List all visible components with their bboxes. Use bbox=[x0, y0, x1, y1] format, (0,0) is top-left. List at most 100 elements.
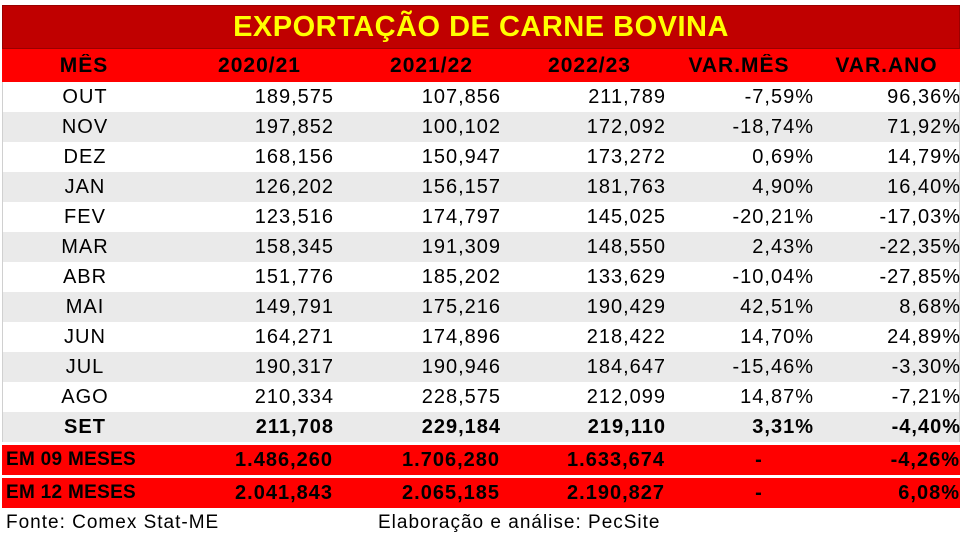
table-row: MAR 158,345 191,309 148,550 2,43% -22,35% bbox=[3, 232, 961, 262]
cell-2020-21: 126,202 bbox=[254, 175, 334, 198]
total-2020-21: 2.041,843 bbox=[235, 481, 333, 504]
cell-2022-23: 190,429 bbox=[586, 295, 666, 318]
cell-var-mes: -18,74% bbox=[732, 115, 814, 138]
cell-month: NOV bbox=[61, 115, 109, 138]
cell-var-ano: -22,35% bbox=[879, 235, 961, 258]
cell-2022-23: 212,099 bbox=[586, 385, 666, 408]
cell-2022-23: 218,422 bbox=[586, 325, 666, 348]
cell-month: JUL bbox=[65, 355, 105, 378]
table-row: NOV 197,852 100,102 172,092 -18,74% 71,92% bbox=[3, 112, 961, 142]
header-month: MÊS bbox=[59, 53, 109, 77]
cell-var-mes: 42,51% bbox=[740, 295, 814, 318]
cell-month: AGO bbox=[61, 385, 109, 408]
cell-2022-23: 219,110 bbox=[587, 415, 666, 438]
header-2020-21: 2020/21 bbox=[218, 53, 301, 77]
total-var-mes: - bbox=[755, 481, 763, 504]
cell-month: MAR bbox=[61, 235, 109, 258]
header-2021-22: 2021/22 bbox=[390, 53, 473, 77]
total-var-ano: 6,08% bbox=[898, 481, 960, 504]
total-label: EM 09 MESES bbox=[6, 449, 137, 470]
export-table: EXPORTAÇÃO DE CARNE BOVINA MÊS 2020/21 2… bbox=[2, 5, 960, 508]
cell-var-ano: 14,79% bbox=[887, 145, 961, 168]
cell-2021-22: 191,309 bbox=[421, 235, 501, 258]
cell-2021-22: 228,575 bbox=[421, 385, 501, 408]
cell-var-ano: -4,40% bbox=[891, 415, 961, 438]
total-var-ano: -4,26% bbox=[890, 448, 960, 471]
cell-2022-23: 181,763 bbox=[586, 175, 666, 198]
cell-2021-22: 156,157 bbox=[421, 175, 501, 198]
cell-var-mes: -20,21% bbox=[732, 205, 814, 228]
cell-var-ano: 71,92% bbox=[887, 115, 961, 138]
total-label: EM 12 MESES bbox=[6, 482, 137, 503]
cell-2022-23: 184,647 bbox=[586, 355, 666, 378]
total-2021-22: 1.706,280 bbox=[402, 448, 500, 471]
cell-2020-21: 164,271 bbox=[254, 325, 334, 348]
cell-2020-21: 123,516 bbox=[254, 205, 334, 228]
cell-var-mes: -7,59% bbox=[744, 85, 814, 108]
source-note: Fonte: Comex Stat-ME bbox=[6, 512, 220, 533]
cell-2021-22: 175,216 bbox=[421, 295, 501, 318]
cell-var-ano: 24,89% bbox=[887, 325, 961, 348]
cell-var-mes: -15,46% bbox=[732, 355, 814, 378]
cell-2020-21: 197,852 bbox=[254, 115, 334, 138]
total-var-mes: - bbox=[755, 448, 763, 471]
data-rows: OUT 189,575 107,856 211,789 -7,59% 96,36% NOV 1… bbox=[2, 82, 960, 442]
table-row: SET 211,708 229,184 219,110 3,31% -4,40% bbox=[3, 412, 961, 442]
cell-var-mes: 14,70% bbox=[740, 325, 814, 348]
cell-2022-23: 133,629 bbox=[586, 265, 666, 288]
cell-2022-23: 211,789 bbox=[588, 85, 666, 108]
cell-2021-22: 229,184 bbox=[421, 415, 501, 438]
cell-2021-22: 107,856 bbox=[421, 85, 501, 108]
cell-var-ano: 96,36% bbox=[887, 85, 961, 108]
cell-var-ano: -27,85% bbox=[879, 265, 961, 288]
total-2021-22: 2.065,185 bbox=[402, 481, 500, 504]
cell-2021-22: 190,946 bbox=[421, 355, 501, 378]
cell-2020-21: 149,791 bbox=[254, 295, 334, 318]
cell-2021-22: 174,797 bbox=[421, 205, 501, 228]
cell-month: JAN bbox=[64, 175, 106, 198]
header-var-ano: VAR.ANO bbox=[835, 53, 938, 77]
cell-month: MAI bbox=[65, 295, 105, 318]
cell-month: OUT bbox=[62, 85, 108, 108]
table-row: MAI 149,791 175,216 190,429 42,51% 8,68% bbox=[3, 292, 961, 322]
cell-2020-21: 190,317 bbox=[254, 355, 334, 378]
cell-2020-21: 189,575 bbox=[254, 85, 334, 108]
total-2022-23: 1.633,674 bbox=[567, 448, 665, 471]
cell-var-ano: 8,68% bbox=[899, 295, 961, 318]
cell-var-ano: -7,21% bbox=[891, 385, 961, 408]
header-row: MÊS 2020/21 2021/22 2022/23 VAR.MÊS VAR.… bbox=[2, 49, 960, 82]
table-row: ABR 151,776 185,202 133,629 -10,04% -27,85% bbox=[3, 262, 961, 292]
total-2022-23: 2.190,827 bbox=[567, 481, 665, 504]
cell-2021-22: 100,102 bbox=[421, 115, 501, 138]
cell-var-ano: -3,30% bbox=[891, 355, 961, 378]
cell-2022-23: 173,272 bbox=[586, 145, 666, 168]
cell-month: SET bbox=[64, 415, 106, 438]
cell-2021-22: 185,202 bbox=[421, 265, 501, 288]
cell-var-mes: -10,04% bbox=[732, 265, 814, 288]
cell-2022-23: 145,025 bbox=[586, 205, 666, 228]
total-row: EM 09 MESES 1.486,260 1.706,280 1.633,674 - -… bbox=[2, 445, 960, 475]
table-row: JUN 164,271 174,896 218,422 14,70% 24,89% bbox=[3, 322, 961, 352]
header-var-mes: VAR.MÊS bbox=[688, 53, 790, 77]
cell-var-ano: 16,40% bbox=[887, 175, 961, 198]
cell-var-mes: 14,87% bbox=[740, 385, 814, 408]
header-2022-23: 2022/23 bbox=[548, 53, 631, 77]
cell-2020-21: 158,345 bbox=[254, 235, 334, 258]
cell-var-mes: 2,43% bbox=[752, 235, 814, 258]
cell-var-mes: 0,69% bbox=[752, 145, 814, 168]
total-rows: EM 09 MESES 1.486,260 1.706,280 1.633,674 - -… bbox=[2, 445, 960, 508]
cell-2020-21: 211,708 bbox=[255, 415, 334, 438]
cell-month: FEV bbox=[64, 205, 106, 228]
table-row: JUL 190,317 190,946 184,647 -15,46% -3,30% bbox=[3, 352, 961, 382]
cell-month: DEZ bbox=[63, 145, 107, 168]
cell-month: ABR bbox=[62, 265, 108, 288]
total-row: EM 12 MESES 2.041,843 2.065,185 2.190,827 - 6… bbox=[2, 478, 960, 508]
total-2020-21: 1.486,260 bbox=[235, 448, 333, 471]
cell-2021-22: 174,896 bbox=[421, 325, 501, 348]
cell-var-ano: -17,03% bbox=[879, 205, 961, 228]
credit-note: Elaboração e análise: PecSite bbox=[378, 512, 661, 533]
table-row: AGO 210,334 228,575 212,099 14,87% -7,21% bbox=[3, 382, 961, 412]
table-row: FEV 123,516 174,797 145,025 -20,21% -17,03% bbox=[3, 202, 961, 232]
footer: Fonte: Comex Stat-ME Elaboração e anális… bbox=[6, 512, 956, 540]
table-row: OUT 189,575 107,856 211,789 -7,59% 96,36% bbox=[3, 82, 961, 112]
